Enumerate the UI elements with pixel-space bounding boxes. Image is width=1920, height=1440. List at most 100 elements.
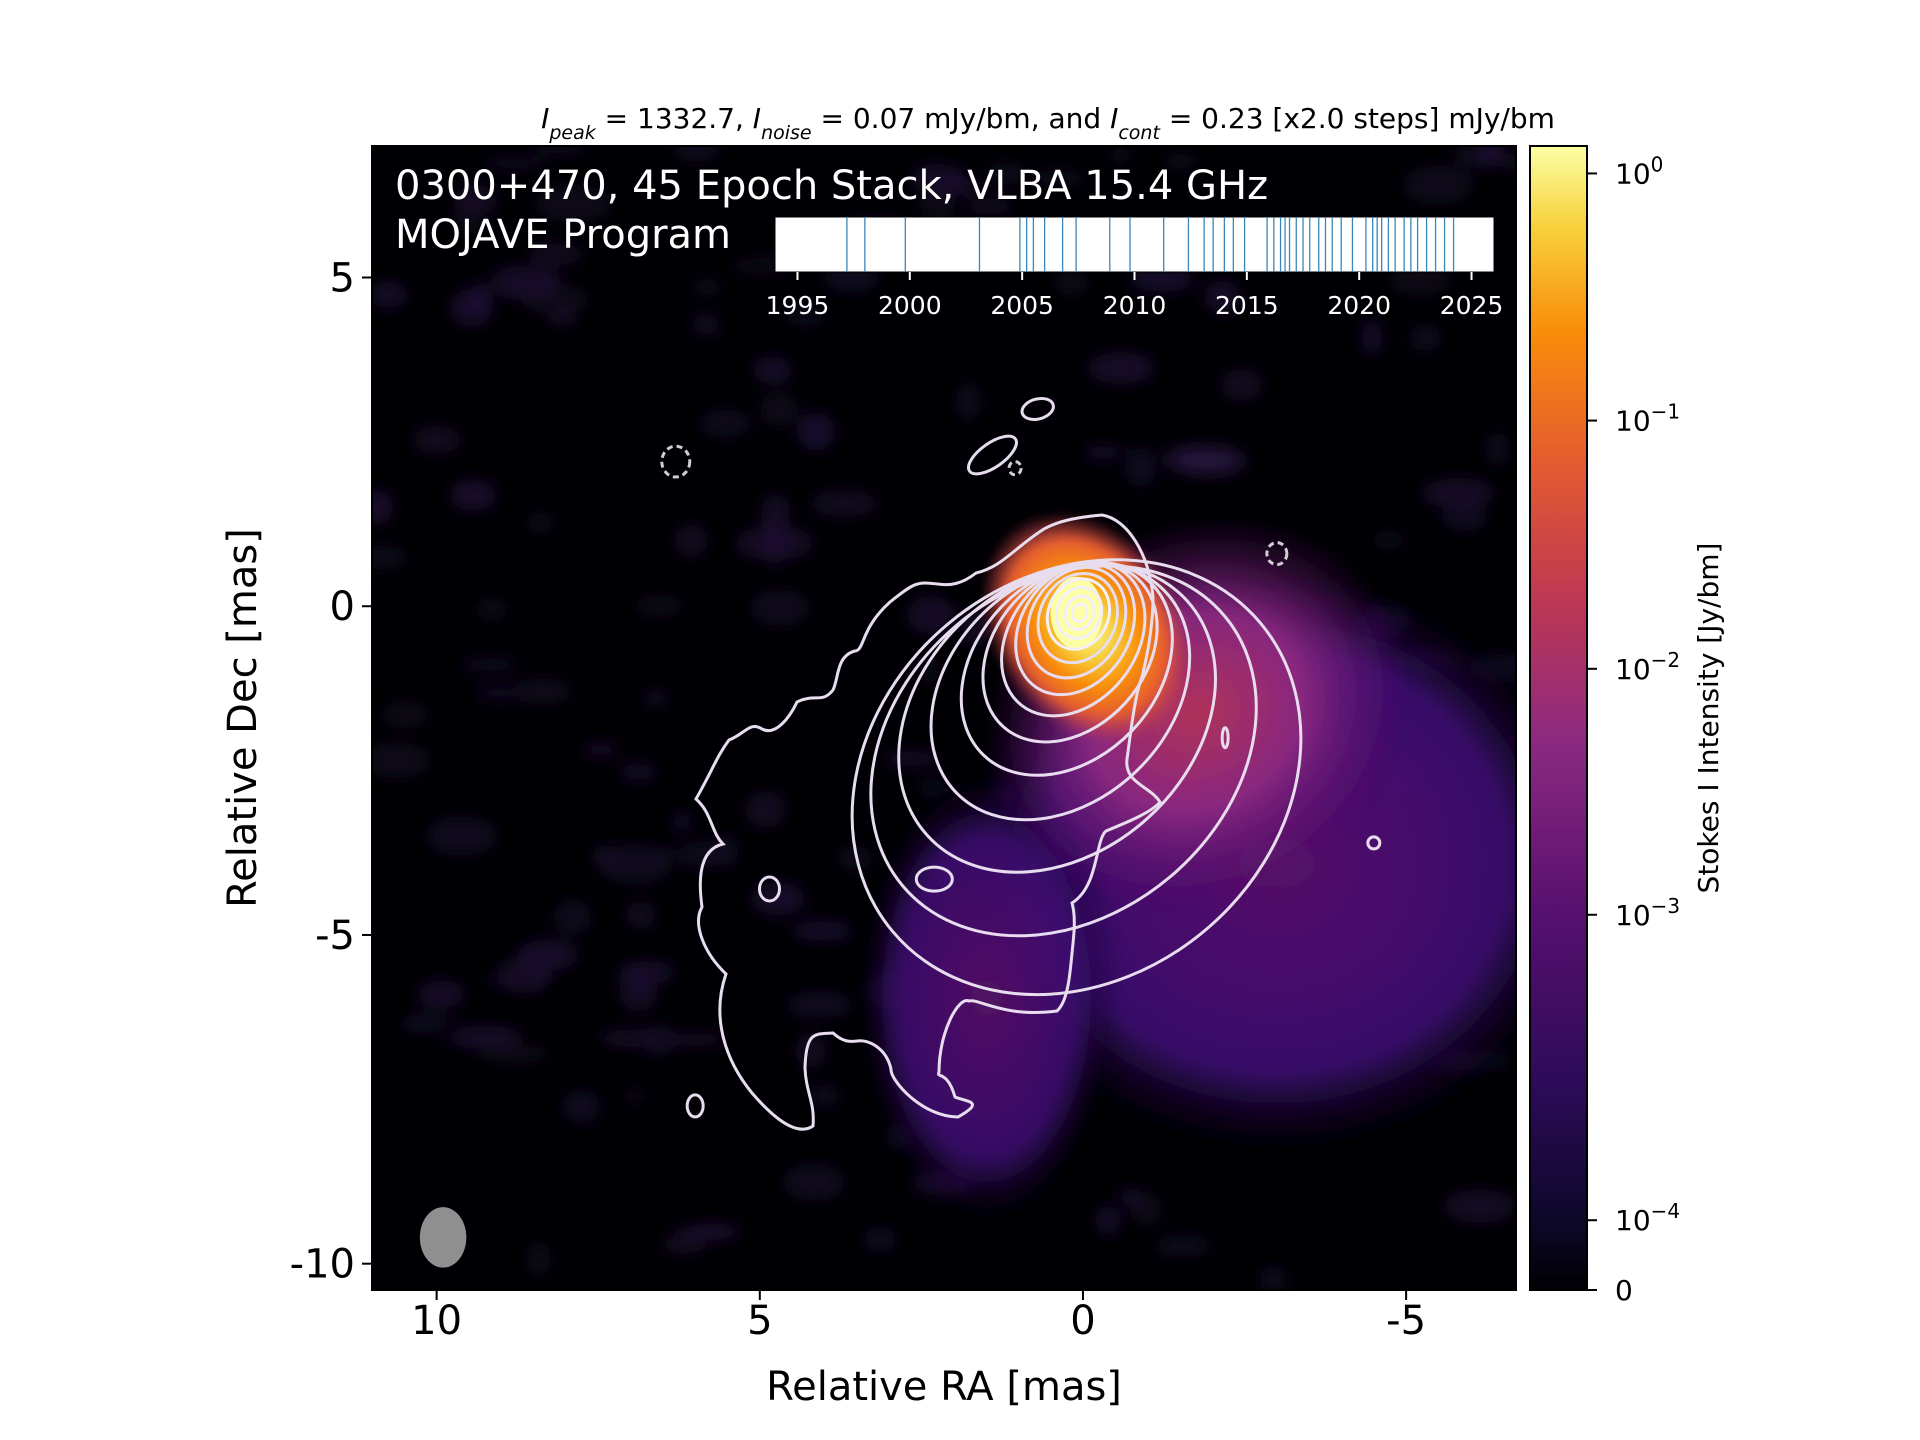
colorbar-tick-label: 100 [1615,152,1663,190]
noise-blob [809,490,879,516]
contour-negative [1265,541,1289,567]
noise-blob [1031,169,1088,186]
contour-level [929,562,1192,822]
noise-blob [512,678,572,705]
contour-level [959,560,1174,777]
noise-blob [691,314,721,335]
contour-level [981,561,1159,744]
plot-area [372,146,1516,1290]
contour-level [850,558,1303,997]
colorbar-tick-label: 10−1 [1615,400,1680,438]
noise-blob [381,700,429,729]
noise-blob [783,1164,845,1201]
timeline-tick-label: 2020 [1327,291,1391,320]
noise-blob [400,1013,450,1033]
noise-blob [986,162,1027,185]
epoch-timeline: 1995 2000 2005 2010 2015 2020 2025 [766,216,1503,320]
noise-blob [677,841,730,868]
contour-negative [1007,460,1023,477]
timeline-tick-label: 2015 [1215,291,1279,320]
noise-blob [497,954,553,994]
noise-blob [478,1043,553,1064]
noise-blob [1053,269,1089,295]
noise-blob [667,1032,728,1047]
noise-blob [526,511,554,534]
noise-blob [1163,153,1199,170]
noise-blob [760,494,791,533]
noise-blob [372,489,394,525]
contour-island [1220,726,1230,750]
noise-blob [562,1090,601,1123]
colorbar-ticks: 100 10−1 10−2 10−3 10−4 0 [1587,152,1680,1307]
noise-blob [790,920,855,941]
timeline-box [774,216,1495,273]
noise-blob [750,882,806,916]
x-tick-label: -5 [1386,1298,1426,1344]
noise-blob [919,655,940,686]
contour-level [1063,594,1096,631]
noise-blob [450,479,496,511]
timeline-tick-label: 2005 [990,291,1054,320]
noise-blob [795,1033,826,1068]
contour-island [1366,835,1382,851]
contour-island [1020,396,1055,421]
noise-blob [581,743,621,756]
noise-blob [699,409,752,438]
contour-level [1000,560,1147,718]
timeline-tick-label: 1995 [766,291,830,320]
noise-blob [619,1089,650,1103]
noise-blob [735,525,814,561]
timeline-tick-label: 2010 [1103,291,1167,320]
y-tick-label: -10 [290,1242,355,1288]
x-tick-label: 10 [411,1298,462,1344]
noise-blob [783,306,826,326]
emission-layer [856,511,1516,1228]
noise-blob [447,1025,524,1049]
noise-blob [1409,324,1441,352]
noise-blob [520,283,590,315]
noise-blob [1259,1267,1287,1290]
noise-blob [633,595,685,617]
noise-blob [750,589,810,627]
x-axis-label: Relative RA [mas] [766,1364,1122,1410]
noise-blob [1154,1235,1212,1257]
noise-blob [1221,369,1263,401]
noise-blob [598,1029,661,1048]
noise-blob [1441,504,1488,531]
noise-blob [1125,447,1156,488]
noise-blob [1203,280,1241,314]
noise-blob [451,213,483,235]
x-tick-label: 5 [747,1298,772,1344]
noise-blob [372,281,409,308]
noise-blob [1402,164,1473,205]
noise-blob [918,192,956,219]
noise-blob [759,392,798,427]
noise-blob [1503,153,1516,172]
contour-level [1036,571,1119,665]
noise-blob [955,383,982,420]
colorbar-tick-label: 10−4 [1615,1199,1680,1237]
contour-level [1054,585,1104,640]
colorbar [1529,145,1588,1291]
noise-blob [617,960,676,985]
noise-blob [671,812,692,832]
noise-blob [745,791,786,828]
noise-blob [674,524,709,557]
noise-blob [1087,352,1155,385]
noise-blob [412,426,462,454]
contour-level [1014,562,1137,697]
plot-title-line1: 0300+470, 45 Epoch Stack, VLBA 15.4 GHz [395,163,1268,209]
noise-blob [417,980,465,1009]
noise-blob [651,848,680,862]
noise-blob [1454,146,1500,169]
y-axis-label: Relative Dec [mas] [220,528,266,908]
noise-blob [808,1084,840,1107]
noise-blob [535,183,612,223]
noise-blob [907,595,956,635]
noise-blob [1129,266,1195,293]
noise-blob [911,163,965,196]
x-axis: 10 5 0 -5 [411,1290,1426,1344]
plot-title-line2: MOJAVE Program [395,212,731,258]
noise-blob [591,845,619,866]
